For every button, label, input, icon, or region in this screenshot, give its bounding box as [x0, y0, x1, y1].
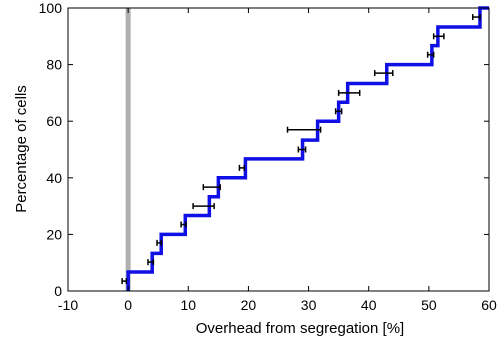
x-tick-label: 40 — [361, 297, 377, 313]
y-tick-label: 0 — [54, 283, 62, 299]
x-tick-label: 10 — [180, 297, 196, 313]
error-bar — [192, 203, 215, 210]
y-tick-label: 40 — [46, 170, 62, 186]
y-tick-label: 60 — [46, 113, 62, 129]
error-bar — [472, 14, 481, 21]
axes-box — [67, 7, 490, 292]
series-line-0 — [126, 6, 489, 291]
error-bar — [286, 126, 322, 133]
y-tick-label: 20 — [46, 226, 62, 242]
error-bar — [202, 184, 221, 191]
x-tick-label: 20 — [241, 297, 257, 313]
x-tick-label: 30 — [301, 297, 317, 313]
y-tick-label: 80 — [46, 57, 62, 73]
x-tick-label: 0 — [124, 297, 132, 313]
x-tick-label: 60 — [481, 297, 497, 313]
error-bar — [373, 70, 394, 77]
y-tick-label: 100 — [39, 0, 63, 16]
error-bar — [156, 239, 162, 246]
y-axis-label: Percentage of cells — [13, 85, 30, 213]
plot-area — [121, 6, 489, 291]
error-bar — [180, 221, 187, 228]
error-bar — [147, 259, 155, 266]
error-bar — [426, 51, 435, 58]
error-bar — [238, 164, 245, 171]
x-axis-label: Overhead from segregation [%] — [196, 320, 404, 337]
x-tick-label: -10 — [58, 297, 78, 313]
error-bar — [334, 108, 343, 115]
error-bar — [121, 278, 128, 285]
x-tick-label: 50 — [421, 297, 437, 313]
error-bar — [297, 146, 307, 153]
error-bar — [337, 89, 361, 96]
error-bar — [432, 33, 445, 40]
